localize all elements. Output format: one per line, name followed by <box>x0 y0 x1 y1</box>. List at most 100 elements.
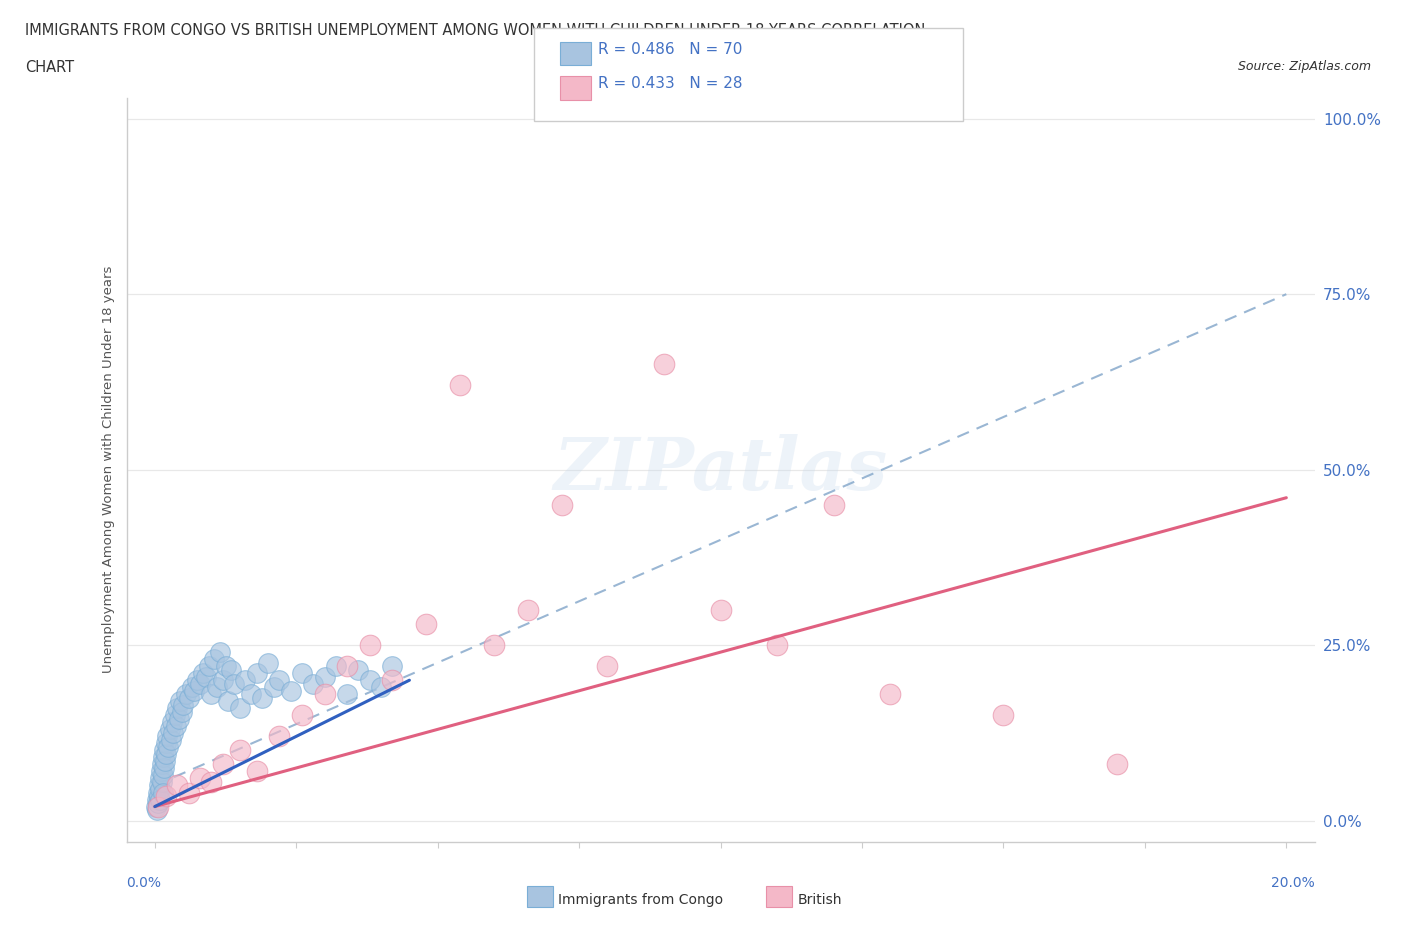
Point <box>449 378 471 392</box>
Point <box>269 729 291 744</box>
Point <box>191 666 214 681</box>
Point <box>381 672 404 687</box>
Point <box>149 771 172 786</box>
Point <box>145 799 167 814</box>
Point <box>160 715 183 730</box>
Y-axis label: Unemployment Among Women with Children Under 18 years: Unemployment Among Women with Children U… <box>103 266 115 673</box>
Point <box>228 701 250 716</box>
Text: Source: ZipAtlas.com: Source: ZipAtlas.com <box>1237 60 1371 73</box>
Point <box>246 764 269 779</box>
Text: R = 0.486   N = 70: R = 0.486 N = 70 <box>598 42 742 57</box>
Point <box>269 672 291 687</box>
Text: 0.0%: 0.0% <box>127 876 162 890</box>
Point <box>217 694 239 709</box>
Text: ZIPatlas: ZIPatlas <box>554 434 887 505</box>
Point <box>157 739 180 754</box>
Point <box>148 795 170 810</box>
Point <box>484 638 506 653</box>
Point <box>302 676 325 691</box>
Point <box>291 666 314 681</box>
Point <box>155 789 177 804</box>
Point <box>652 357 675 372</box>
Point <box>149 792 172 807</box>
Point <box>1105 757 1128 772</box>
Point <box>183 684 205 698</box>
Text: 20.0%: 20.0% <box>1271 876 1315 890</box>
Point <box>166 701 188 716</box>
Point <box>150 764 173 779</box>
Point <box>159 722 181 737</box>
Point <box>146 785 169 800</box>
Point <box>172 698 194 712</box>
Point <box>186 672 208 687</box>
Point <box>280 684 302 698</box>
Point <box>291 708 314 723</box>
Point <box>336 687 359 702</box>
Point <box>517 603 540 618</box>
Point <box>233 672 256 687</box>
Point <box>155 747 177 762</box>
Point <box>205 680 228 695</box>
Point <box>170 704 193 719</box>
Point <box>211 757 233 772</box>
Point <box>551 498 574 512</box>
Point <box>150 775 173 790</box>
Point <box>325 658 347 673</box>
Text: British: British <box>797 893 842 907</box>
Text: IMMIGRANTS FROM CONGO VS BRITISH UNEMPLOYMENT AMONG WOMEN WITH CHILDREN UNDER 18: IMMIGRANTS FROM CONGO VS BRITISH UNEMPLO… <box>25 23 925 38</box>
Point <box>166 778 188 793</box>
Point <box>152 767 174 782</box>
Point <box>153 753 176 768</box>
Point <box>219 662 242 677</box>
Point <box>222 676 245 691</box>
Point <box>246 666 269 681</box>
Point <box>993 708 1015 723</box>
Point <box>153 761 176 776</box>
Point <box>240 687 263 702</box>
Point <box>174 687 197 702</box>
Point <box>165 718 187 733</box>
Point <box>197 658 219 673</box>
Point <box>194 670 217 684</box>
Point <box>149 781 172 796</box>
Point <box>200 775 222 790</box>
Point <box>415 617 437 631</box>
Point <box>167 711 190 726</box>
Point <box>370 680 392 695</box>
Point <box>314 687 336 702</box>
Text: Immigrants from Congo: Immigrants from Congo <box>558 893 723 907</box>
Point <box>347 662 370 677</box>
Point <box>202 652 225 667</box>
Point <box>314 670 336 684</box>
Point <box>150 757 173 772</box>
Point <box>146 799 169 814</box>
Point <box>359 672 381 687</box>
Point <box>169 694 191 709</box>
Point <box>153 743 176 758</box>
Point <box>146 803 169 817</box>
Point <box>200 687 222 702</box>
Point <box>336 658 359 673</box>
Point <box>381 658 404 673</box>
Point <box>159 733 181 748</box>
Point <box>211 672 233 687</box>
Point <box>766 638 789 653</box>
Point <box>152 750 174 764</box>
Point <box>263 680 285 695</box>
Point <box>162 725 184 740</box>
Point <box>145 792 167 807</box>
Point <box>823 498 845 512</box>
Point <box>148 778 170 793</box>
Point <box>188 676 211 691</box>
Point <box>228 743 250 758</box>
Point <box>156 729 179 744</box>
Text: R = 0.433   N = 28: R = 0.433 N = 28 <box>598 76 742 91</box>
Point <box>596 658 619 673</box>
Point <box>180 680 202 695</box>
Text: CHART: CHART <box>25 60 75 75</box>
Point <box>214 658 236 673</box>
Point <box>177 690 200 705</box>
Point <box>252 690 274 705</box>
Point <box>148 789 170 804</box>
Point <box>709 603 731 618</box>
